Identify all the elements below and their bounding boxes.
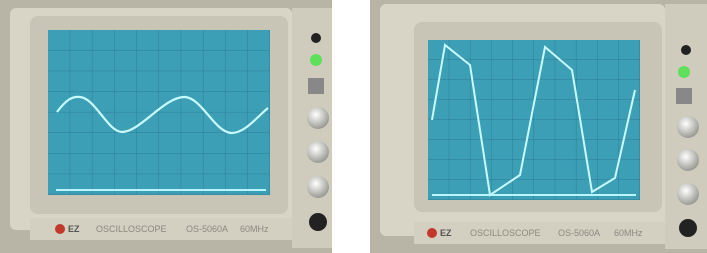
model: OS-5060A [186, 224, 228, 234]
bandwidth: 60MHz [614, 228, 643, 238]
label: OSCILLOSCOPE [470, 228, 541, 238]
label: OSCILLOSCOPE [96, 224, 167, 234]
photo-pair: EZ OSCILLOSCOPE OS-5060A 60MHz EZ OSCILL… [0, 0, 707, 253]
left-scope: EZ OSCILLOSCOPE OS-5060A 60MHz [0, 0, 332, 253]
brand: EZ [440, 228, 452, 238]
brand: EZ [68, 224, 80, 234]
right-scope: EZ OSCILLOSCOPE OS-5060A 60MHz [370, 0, 707, 253]
bandwidth: 60MHz [240, 224, 269, 234]
model: OS-5060A [558, 228, 600, 238]
